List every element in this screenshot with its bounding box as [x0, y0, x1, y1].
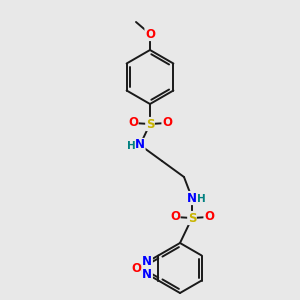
Text: O: O	[170, 211, 180, 224]
Text: O: O	[204, 211, 214, 224]
Text: O: O	[128, 116, 138, 130]
Text: N: N	[187, 191, 197, 205]
Text: N: N	[142, 268, 152, 281]
Text: O: O	[162, 116, 172, 130]
Text: O: O	[145, 28, 155, 40]
Text: O: O	[131, 262, 141, 275]
Text: H: H	[196, 194, 206, 204]
Text: S: S	[146, 118, 154, 130]
Text: H: H	[127, 141, 135, 151]
Text: S: S	[188, 212, 196, 224]
Text: N: N	[142, 255, 152, 268]
Text: N: N	[135, 139, 145, 152]
